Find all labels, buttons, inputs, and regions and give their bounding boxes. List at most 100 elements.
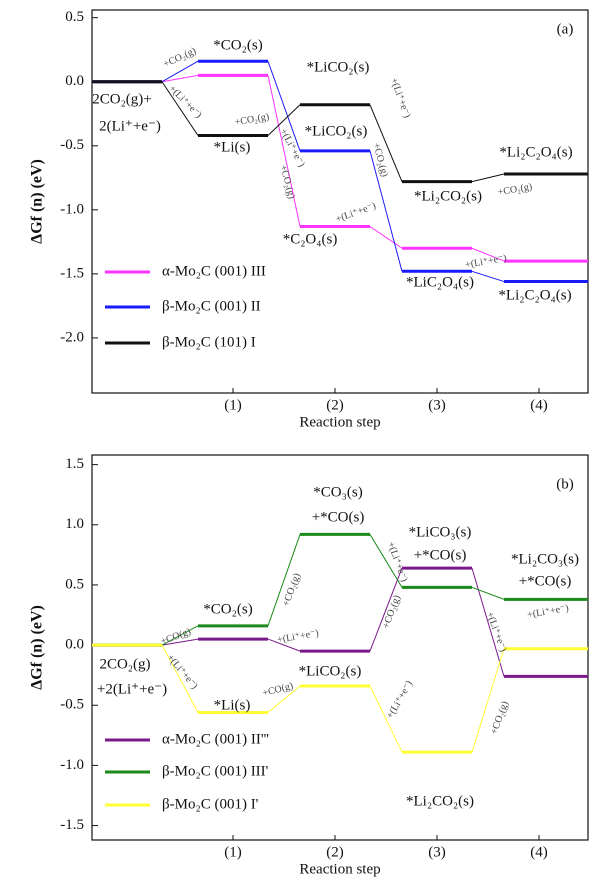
annotation: *LiCO₃(s) [409, 524, 472, 540]
x-tick-label: (4) [530, 397, 548, 413]
x-tick-label: (3) [428, 397, 446, 413]
annotation: *Li₂CO₃(s) [511, 551, 579, 567]
annotation: +CO₂(g) [370, 142, 390, 178]
connector [267, 534, 301, 627]
x-tick-label: (3) [428, 844, 446, 860]
connector [369, 685, 403, 753]
connector [471, 567, 505, 677]
y-tick-label: -1.0 [60, 201, 84, 217]
x-tick-label: (2) [326, 397, 344, 413]
connector [161, 74, 199, 83]
connector [369, 534, 403, 588]
legend-label: β-Mo₂C (001) III' [162, 763, 269, 779]
annotation: +CO₂(g) [381, 594, 403, 630]
annotation: (a) [557, 21, 574, 37]
annotation: +*CO(s) [414, 547, 467, 563]
annotation: *LiCO₂(s) [305, 123, 368, 139]
legend-label: α-Mo₂C (001) II''' [162, 731, 269, 747]
annotation: +*CO(s) [519, 573, 572, 589]
annotation: +CO(g) [159, 626, 192, 647]
connector [471, 648, 505, 753]
connector [161, 644, 199, 713]
connector [369, 150, 403, 272]
annotation: +(Li⁺+e⁻) [385, 540, 410, 583]
annotation: *Li(s) [214, 139, 251, 155]
annotation: *Li₂C₂O₄(s) [499, 144, 572, 160]
connector [161, 625, 199, 646]
connector [267, 638, 301, 652]
annotation: *LiCO₂(s) [299, 663, 362, 679]
annotation: +(Li⁺+e⁻) [388, 76, 413, 119]
connector [369, 104, 403, 182]
annotation: +(Li⁺+e⁻) [278, 127, 307, 169]
legend-label: β-Mo₂C (101) I [162, 334, 256, 350]
annotation: *Li₂CO₂(s) [406, 793, 474, 809]
y-tick-label: 0.5 [65, 576, 84, 592]
connector [161, 638, 199, 646]
x-axis-label: Reaction step [299, 861, 380, 877]
x-axis-label: Reaction step [299, 414, 380, 430]
annotation: *CO₃(s) [313, 484, 362, 500]
x-tick-label: (1) [224, 397, 242, 413]
y-tick-label: -1.5 [60, 265, 84, 281]
y-tick-label: 0.0 [65, 637, 84, 653]
connector [267, 104, 301, 136]
annotation: +(Li⁺+e⁻) [276, 628, 319, 646]
annotation: +(Li⁺+e⁻) [385, 679, 415, 721]
connector [369, 567, 403, 652]
annotation: +(Li⁺+e⁻) [464, 253, 507, 271]
annotation: *C₂O₄(s) [283, 231, 338, 247]
y-tick-label: 1.5 [65, 456, 84, 472]
y-tick-label: 1.0 [65, 516, 84, 532]
annotation: +CO₂(g) [497, 181, 533, 198]
annotation: +CO₂(g) [277, 164, 297, 200]
annotation: *CO₂(s) [203, 601, 252, 617]
x-tick-label: (2) [326, 844, 344, 860]
annotation: *LiCO₂(s) [307, 59, 370, 75]
legend-label: β-Mo₂C (001) II [162, 298, 261, 314]
annotation: +CO₂(g) [281, 572, 303, 608]
legend-label: α-Mo₂C (001) III [162, 263, 266, 279]
annotation: 2CO₂(g)+ [92, 91, 152, 107]
connector [267, 61, 301, 152]
annotation: 2CO₂(g) [99, 656, 150, 672]
connector [369, 226, 403, 249]
annotation: +CO₂(g) [489, 700, 511, 736]
legend-label: β-Mo₂C (001) I' [162, 796, 259, 812]
y-tick-label: -1.0 [60, 757, 84, 773]
plot-frame [91, 9, 589, 394]
annotation: +CO(g) [261, 680, 294, 699]
connector [471, 173, 505, 183]
y-tick-label: -2.0 [60, 329, 84, 345]
annotation: +(Li⁺+e⁻) [484, 610, 509, 653]
connector [471, 247, 505, 262]
annotation: *Li₂CO₂(s) [414, 188, 482, 204]
annotation: *Li(s) [214, 697, 251, 713]
annotation: +CO₂(g) [234, 111, 270, 128]
y-axis-label: ΔGf (n) (eV) [29, 605, 46, 690]
annotation: +(Li⁺+e⁻) [164, 652, 199, 691]
connector [267, 685, 301, 713]
y-tick-label: 0.0 [65, 73, 84, 89]
y-tick-label: 0.5 [65, 9, 84, 25]
annotation: 2(Li⁺+e⁻) [99, 118, 161, 134]
x-tick-label: (4) [530, 844, 548, 860]
annotation: +(Li⁺+e⁻) [334, 200, 377, 225]
annotation: +CO₂(g) [162, 46, 198, 71]
y-axis-label: ΔGf (n) (eV) [29, 159, 46, 244]
annotation: *CO₂(s) [213, 37, 262, 53]
connector [161, 60, 199, 83]
annotation: (b) [556, 476, 574, 492]
y-tick-label: -0.5 [60, 697, 84, 713]
connector [267, 75, 301, 227]
connector [471, 270, 505, 283]
connector [161, 81, 199, 136]
annotation: *Li₂C₂O₄(s) [498, 287, 571, 303]
y-tick-label: -1.5 [60, 817, 84, 833]
connector [471, 586, 505, 600]
annotation: +2(Li⁺+e⁻) [97, 681, 167, 697]
annotation: *LiC₂O₄(s) [406, 274, 474, 290]
y-tick-label: -0.5 [60, 137, 84, 153]
x-tick-label: (1) [224, 844, 242, 860]
